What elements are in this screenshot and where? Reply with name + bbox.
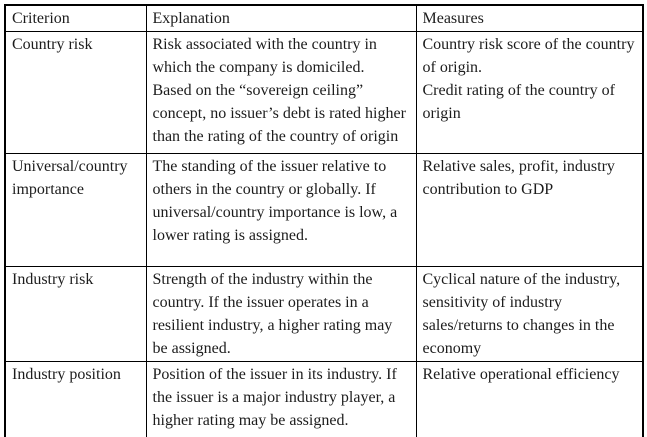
cell-criterion: Industry risk <box>4 266 147 362</box>
cell-explanation: Strength of the industry within the coun… <box>145 266 417 362</box>
criteria-table: Criterion Explanation Measures Country r… <box>4 4 644 437</box>
cell-explanation: The standing of the issuer relative to o… <box>145 153 417 267</box>
table-row: Industry position Position of the issuer… <box>4 361 644 437</box>
cell-measures: Cyclical nature of the industry, sensiti… <box>415 266 644 362</box>
cell-criterion: Industry position <box>4 361 147 437</box>
table-row: Country risk Risk associated with the co… <box>4 31 644 154</box>
cell-measures: Country risk score of the country of ori… <box>415 31 644 154</box>
cell-explanation: Risk associated with the country in whic… <box>145 31 417 154</box>
table-row: Universal/country importance The standin… <box>4 153 644 267</box>
cell-measures: Relative sales, profit, industry contrib… <box>415 153 644 267</box>
cell-criterion: Country risk <box>4 31 147 154</box>
cell-criterion: Universal/country importance <box>4 153 147 267</box>
cell-measures: Relative operational efficiency <box>415 361 644 437</box>
header-explanation: Explanation <box>145 4 417 32</box>
table-header-row: Criterion Explanation Measures <box>4 4 644 32</box>
table-row: Industry risk Strength of the industry w… <box>4 266 644 362</box>
cell-explanation: Position of the issuer in its industry. … <box>145 361 417 437</box>
header-criterion: Criterion <box>4 4 147 32</box>
header-measures: Measures <box>415 4 644 32</box>
